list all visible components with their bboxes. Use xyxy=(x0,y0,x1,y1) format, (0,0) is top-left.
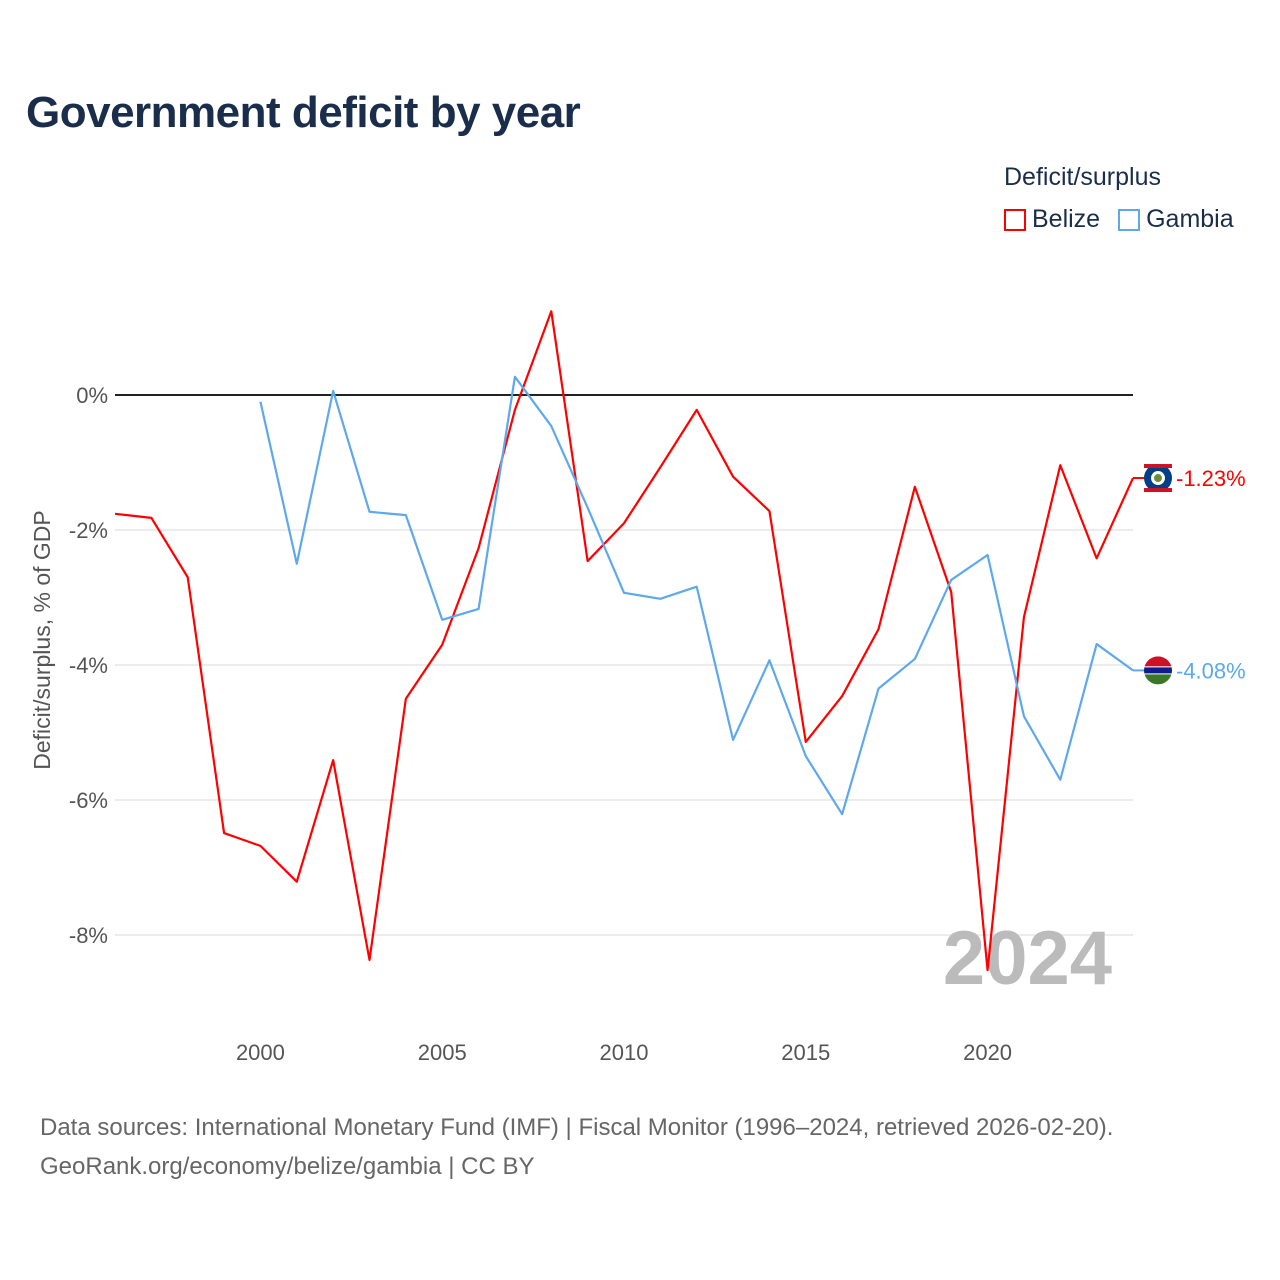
flag-gambia-icon xyxy=(1144,656,1172,685)
legend-title: Deficit/surplus xyxy=(1004,163,1161,191)
source-link[interactable]: GeoRank.org/economy/belize/gambia | CC B… xyxy=(40,1153,535,1180)
y-axis-label: Deficit/surplus, % of GDP xyxy=(29,510,55,769)
x-tick-label: 2005 xyxy=(418,1040,467,1065)
legend-swatch-gambia xyxy=(1118,208,1141,231)
x-tick-label: 2020 xyxy=(963,1040,1012,1065)
x-tick-label: 2010 xyxy=(600,1040,649,1065)
y-tick-label: -6% xyxy=(69,788,108,813)
legend-label: Gambia xyxy=(1146,205,1234,233)
flag-belize-icon xyxy=(1144,464,1172,493)
x-tick-label: 2000 xyxy=(236,1040,285,1065)
end-value-label: -1.23% xyxy=(1176,466,1246,491)
legend-item-gambia[interactable]: Gambia xyxy=(1118,205,1234,234)
legend-label: Belize xyxy=(1032,205,1101,233)
source-line: Data sources: International Monetary Fun… xyxy=(40,1114,1114,1141)
legend-item-belize[interactable]: Belize xyxy=(1004,205,1100,234)
y-tick-label: 0% xyxy=(76,383,108,408)
x-tick-label: 2015 xyxy=(781,1040,830,1065)
y-tick-label: -8% xyxy=(69,923,108,948)
chart-title: Government deficit by year xyxy=(26,88,581,137)
y-tick-label: -2% xyxy=(69,518,108,543)
series-line-gambia[interactable] xyxy=(259,375,1134,816)
legend: Belize Gambia xyxy=(1004,205,1234,234)
y-tick-label: -4% xyxy=(69,653,108,678)
end-value-label: -4.08% xyxy=(1176,658,1246,683)
source-note: Data sources: International Monetary Fun… xyxy=(40,1108,1113,1186)
year-watermark: 2024 xyxy=(943,916,1112,1001)
series-line-belize[interactable] xyxy=(114,310,1135,972)
legend-swatch-belize xyxy=(1004,208,1026,231)
